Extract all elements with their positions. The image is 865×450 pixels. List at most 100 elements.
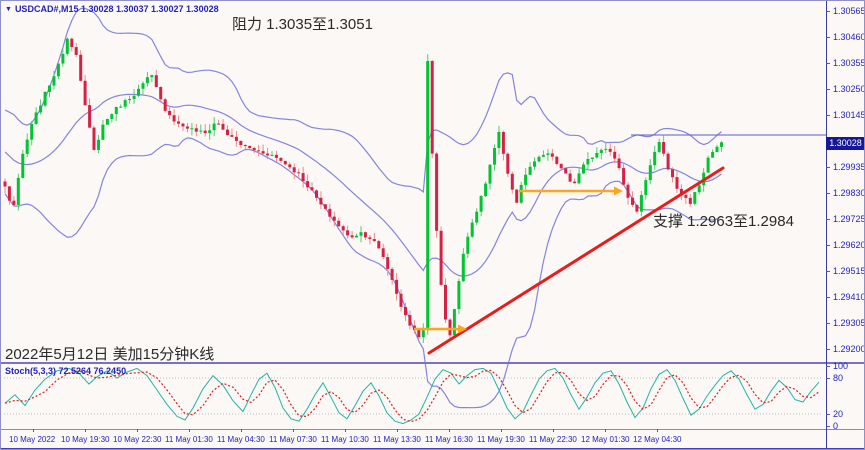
candle [377, 241, 381, 249]
candle [221, 123, 225, 130]
stoch-axis-separator [1, 429, 864, 430]
candle [3, 181, 7, 187]
price-axis-tick [826, 426, 830, 427]
time-axis-label: 11 May 04:30 [217, 435, 265, 444]
price-axis-label: 0 [833, 421, 839, 431]
candle [524, 174, 528, 185]
candle [435, 153, 439, 231]
candle [341, 226, 345, 231]
candle [65, 38, 69, 54]
price-axis-label: 1.30565 [833, 6, 865, 16]
candle [39, 105, 43, 113]
price-axis-label: 20 [833, 409, 844, 419]
stoch-signal-line [4, 369, 820, 423]
candle [506, 153, 510, 174]
candle [145, 77, 149, 84]
time-axis-label: 11 May 19:30 [477, 435, 525, 444]
symbol-dropdown-icon[interactable]: ▼ [5, 5, 12, 13]
candle [101, 124, 105, 140]
candle [243, 145, 247, 146]
candle [88, 105, 92, 128]
candle [568, 173, 572, 182]
candle [226, 129, 229, 136]
candle [457, 281, 461, 310]
candle [671, 169, 674, 178]
candle [564, 168, 568, 174]
candle [635, 205, 639, 212]
candle [626, 184, 630, 198]
time-axis-tick [85, 429, 86, 432]
candle [70, 38, 74, 48]
candle [604, 148, 608, 150]
candle [150, 75, 154, 78]
arrow-marker[interactable] [414, 324, 467, 334]
price-axis-label: 1.29830 [833, 188, 865, 198]
price-axis-label: 1.29725 [833, 214, 865, 224]
price-axis-tick [826, 167, 830, 168]
price-axis-label: 1.30145 [833, 110, 865, 120]
candle [43, 91, 47, 106]
candle [132, 95, 136, 99]
current-price-badge: 1.30028 [826, 137, 864, 150]
arrow-marker[interactable] [519, 186, 623, 196]
time-axis-label: 12 May 01:30 [581, 435, 630, 444]
resistance-annotation: 阻力 1.3035至1.3051 [232, 16, 373, 33]
price-axis-tick [826, 37, 830, 38]
candle [417, 330, 421, 338]
time-axis[interactable]: 10 May 2022 10 May 19:30 10 May 22:30 11 Ma… [1, 429, 826, 449]
price-axis[interactable]: 1.30028 1.30565 1.30460 1.30355 1.30250 1.30… [826, 1, 865, 449]
candle [306, 181, 310, 188]
price-axis-label: 1.29305 [833, 318, 865, 328]
candle [711, 152, 715, 158]
stoch-indicator-label: Stoch(5,3,3) 72.5264 76.2450 [5, 366, 127, 376]
candle [83, 80, 87, 106]
candle [234, 136, 238, 141]
candle [439, 230, 443, 285]
candle [105, 119, 109, 125]
candle [537, 156, 541, 162]
candle [185, 126, 189, 129]
price-axis-tick [826, 89, 830, 90]
candle [137, 88, 140, 96]
candle [693, 192, 697, 204]
candle [52, 76, 56, 86]
candle [590, 157, 594, 159]
time-axis-tick [397, 429, 398, 432]
candle [279, 157, 283, 161]
price-axis-tick [826, 271, 830, 272]
candle [230, 135, 234, 137]
time-axis-tick [293, 429, 294, 432]
candle [248, 145, 252, 148]
bollinger-middle-band [4, 93, 722, 277]
candle [163, 99, 167, 111]
candle [648, 165, 652, 181]
candle [577, 173, 581, 184]
panel-separator [1, 362, 864, 364]
candle [181, 123, 185, 127]
candle [582, 164, 585, 174]
time-axis-label: 10 May 22:30 [113, 435, 162, 444]
candle [194, 128, 198, 132]
candle [697, 185, 701, 193]
candle [217, 123, 221, 125]
candle [488, 164, 492, 184]
time-axis-tick [137, 429, 138, 432]
trendline[interactable] [427, 166, 725, 355]
candle [74, 47, 78, 55]
candle [515, 189, 519, 203]
candle [675, 177, 679, 189]
price-axis-label: 1.29410 [833, 292, 865, 302]
candle [622, 168, 626, 185]
time-axis-tick [33, 429, 34, 432]
candle [323, 204, 327, 209]
candle [426, 61, 430, 331]
candle [573, 181, 577, 184]
time-axis-label: 11 May 22:30 [529, 435, 577, 444]
candle [239, 140, 243, 145]
time-axis-tick [241, 429, 242, 432]
candle [510, 173, 514, 190]
time-axis-tick [553, 429, 554, 432]
candle [30, 123, 34, 140]
